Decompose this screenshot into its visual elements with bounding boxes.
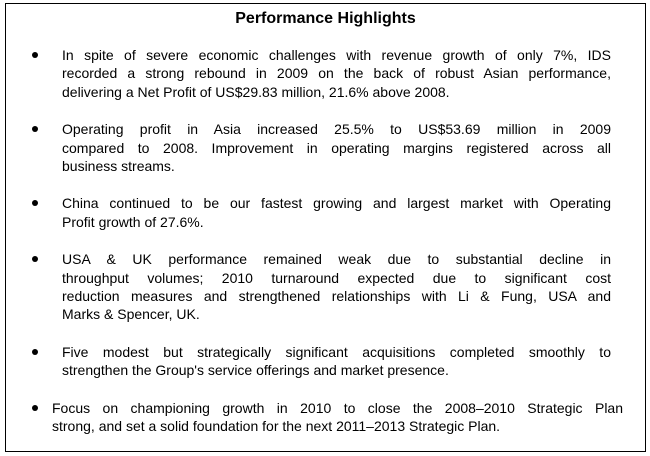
bullet-list: In spite of severe economic challenges w… [6, 46, 645, 454]
bullet-item: Operating profit in Asia increased 25.5%… [6, 120, 645, 175]
bullet-text: Five modest but strategically significan… [62, 343, 611, 380]
bullet-item: USA & UK performance remained weak due t… [6, 250, 645, 324]
bullet-item: China continued to be our fastest growin… [6, 194, 645, 231]
text-line: strong, and set a solid foundation for t… [52, 417, 501, 434]
text-line: In spite of severe economic challenges w… [62, 47, 611, 63]
bullet-dot [32, 52, 38, 58]
bullet-item: In spite of severe economic challenges w… [6, 46, 645, 101]
highlights-box: Performance Highlights In spite of sever… [5, 3, 646, 452]
text-line: China continued to be our fastest growin… [62, 195, 611, 212]
text-line: Operating profit in Asia increased 25.5%… [62, 121, 611, 138]
text-line: delivering a Net Profit of US$29.83 mill… [62, 83, 450, 100]
text-line: compared to 2008. Improvement in operati… [62, 139, 611, 156]
text-line: Marks & Spencer, UK. [62, 306, 200, 323]
bullet-item: Focus on championing growth in 2010 to c… [6, 399, 645, 436]
bullet-text: In spite of severe economic challenges w… [62, 46, 611, 101]
text-line: USA & UK performance remained weak due t… [62, 251, 611, 268]
text-line: recorded a strong rebound in 2009 on the… [62, 65, 611, 82]
text-line: reduction measures and strengthened rela… [62, 287, 611, 304]
bullet-dot [32, 348, 38, 355]
text-line: business streams. [62, 158, 175, 174]
bullet-text: Focus on championing growth in 2010 to c… [52, 399, 623, 436]
text-line: Five modest but strategically significan… [62, 343, 611, 360]
text-line: Profit growth of 27.6%. [62, 213, 204, 230]
bullet-dot [32, 256, 38, 263]
text-line: Focus on championing growth in 2010 to c… [52, 399, 623, 416]
bullet-text: USA & UK performance remained weak due t… [62, 250, 611, 324]
bullet-item: Five modest but strategically significan… [6, 343, 645, 380]
bullet-dot [32, 404, 38, 411]
text-line: throughput volumes; 2010 turnaround expe… [62, 269, 611, 286]
bullet-text: Operating profit in Asia increased 25.5%… [62, 120, 611, 175]
bullet-dot [32, 200, 38, 207]
bullet-text: China continued to be our fastest growin… [62, 194, 611, 231]
text-line: strengthen the Group's service offerings… [62, 362, 449, 379]
bullet-dot [32, 126, 38, 133]
title: Performance Highlights [235, 10, 416, 27]
